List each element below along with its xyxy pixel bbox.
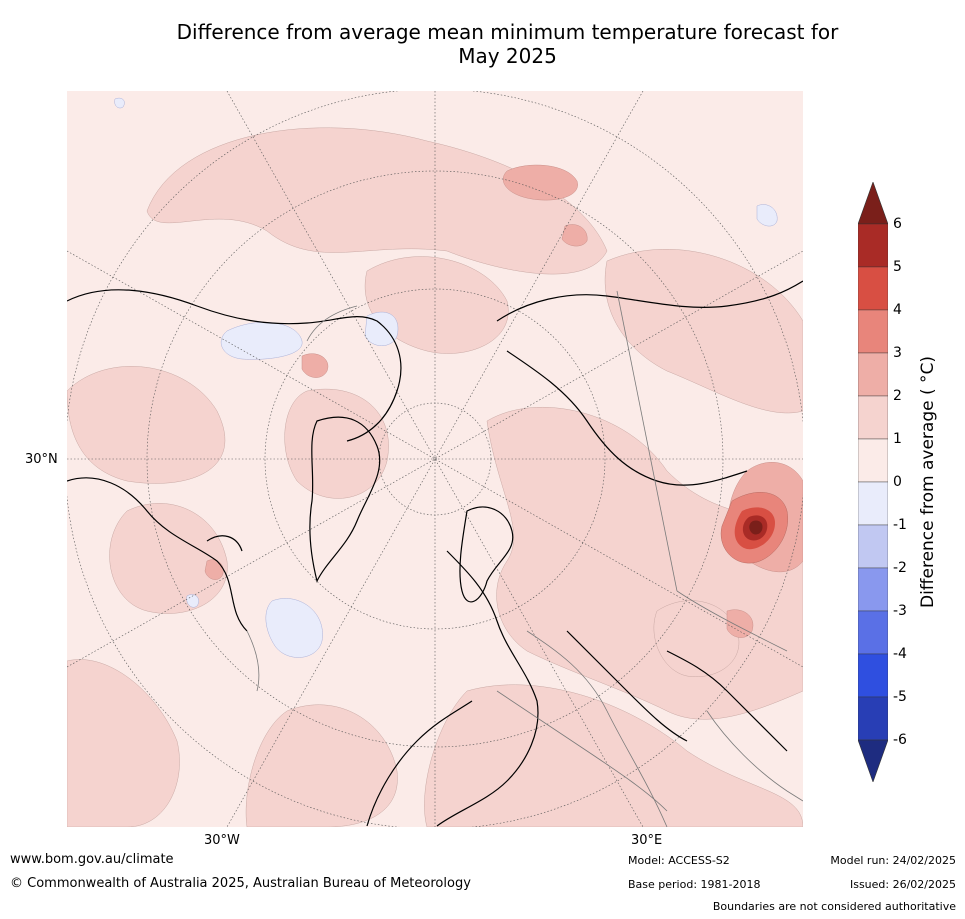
lon-label-30w: 30°W — [204, 833, 240, 848]
colorbar-tick-m6: -6 — [893, 732, 907, 748]
colorbar-tick-m2: -2 — [893, 560, 907, 576]
colorbar-segment-1-2 — [858, 395, 888, 440]
colorbar-tick-2: 2 — [893, 388, 902, 404]
country-boundaries — [246, 290, 803, 827]
anomaly-hotspot — [720, 492, 789, 564]
colorbar-tick-4: 4 — [893, 302, 902, 318]
map-canvas — [67, 91, 803, 827]
colorbar-tick-m4: -4 — [893, 646, 907, 662]
colorbar-segment-m6-m5 — [858, 696, 888, 741]
colorbar-segment-5-6 — [858, 223, 888, 268]
copyright-text: © Commonwealth of Australia 2025, Austra… — [10, 876, 471, 891]
colorbar-tick-3: 3 — [893, 345, 902, 361]
colorbar-tick-m1: -1 — [893, 517, 907, 533]
model-run-text: Model run: 24/02/2025 — [830, 854, 956, 867]
colorbar-segment-m3-m2 — [858, 567, 888, 612]
colorbar-segment-m1-0 — [858, 481, 888, 526]
colorbar-tick-5: 5 — [893, 259, 902, 275]
lon-label-30e: 30°E — [631, 833, 663, 848]
colorbar-extend-top — [858, 182, 888, 225]
colorbar-tick-1: 1 — [893, 431, 902, 447]
title-line-1: Difference from average mean minimum tem… — [176, 20, 839, 44]
colorbar-segment-m5-m4 — [858, 653, 888, 698]
colorbar — [858, 182, 888, 782]
colorbar-extend-bottom — [858, 739, 888, 782]
colorbar-segment-3-4 — [858, 309, 888, 354]
colorbar-tick-0: 0 — [893, 474, 902, 490]
colorbar-segment-2-3 — [858, 352, 888, 397]
coastlines — [67, 280, 803, 827]
colorbar-label: Difference from average ( °C) — [918, 355, 938, 609]
model-text: Model: ACCESS-S2 — [628, 854, 730, 867]
colorbar-segment-m2-m1 — [858, 524, 888, 569]
disclaimer-text: Boundaries are not considered authoritat… — [712, 900, 956, 913]
colorbar-segment-m4-m3 — [858, 610, 888, 655]
anomaly-band-minus1-0 — [114, 97, 778, 658]
graticule — [67, 91, 803, 827]
lat-label-30n: 30°N — [25, 452, 58, 467]
forecast-map — [67, 91, 803, 827]
anomaly-band-1-2 — [67, 127, 803, 827]
colorbar-tick-6: 6 — [893, 216, 902, 232]
map-title: Difference from average mean minimum tem… — [60, 20, 955, 68]
colorbar-tick-m5: -5 — [893, 689, 907, 705]
colorbar-tick-m3: -3 — [893, 603, 907, 619]
colorbar-segment-0-1 — [858, 438, 888, 483]
colorbar-segment-4-5 — [858, 266, 888, 311]
title-line-2: May 2025 — [458, 44, 557, 68]
issued-text: Issued: 26/02/2025 — [849, 878, 956, 891]
website-link[interactable]: www.bom.gov.au/climate — [10, 852, 174, 867]
base-period-text: Base period: 1981-2018 — [628, 878, 761, 891]
